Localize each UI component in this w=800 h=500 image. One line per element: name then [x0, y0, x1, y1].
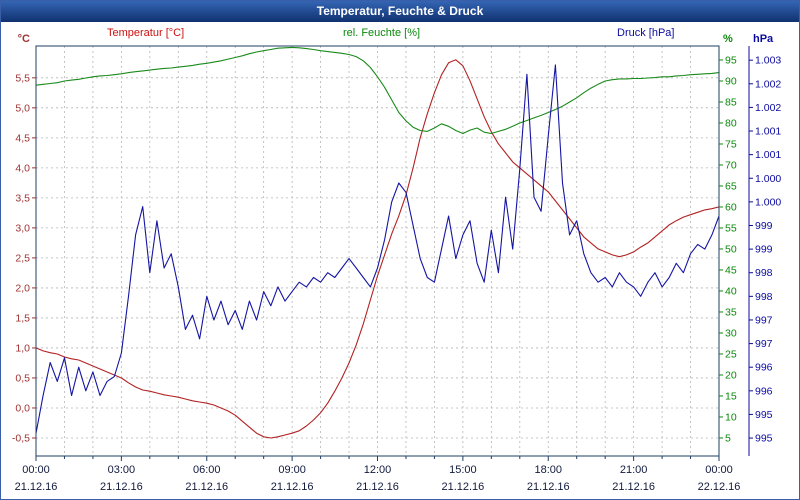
svg-text:996: 996	[755, 362, 773, 374]
svg-text:90: 90	[725, 75, 737, 87]
svg-text:1.000: 1.000	[755, 173, 781, 185]
svg-text:21.12.16: 21.12.16	[527, 481, 570, 493]
svg-text:hPa: hPa	[753, 33, 774, 45]
svg-text:998: 998	[755, 267, 773, 279]
svg-text:1.002: 1.002	[755, 78, 781, 90]
window-title: Temperatur, Feuchte & Druck	[316, 4, 484, 18]
legend-temperature: Temperatur [°C]	[107, 27, 185, 39]
svg-text:999: 999	[755, 220, 773, 232]
svg-text:997: 997	[755, 314, 773, 326]
svg-text:10: 10	[725, 411, 737, 423]
svg-text:85: 85	[725, 96, 737, 108]
svg-text:5,5: 5,5	[15, 72, 30, 84]
svg-text:18:00: 18:00	[534, 464, 562, 476]
svg-text:2,0: 2,0	[15, 282, 30, 294]
svg-text:65: 65	[725, 180, 737, 192]
svg-text:3,0: 3,0	[15, 222, 30, 234]
title-bar: Temperatur, Feuchte & Druck	[1, 1, 799, 22]
svg-text:00:00: 00:00	[22, 464, 50, 476]
svg-text:999: 999	[755, 244, 773, 256]
svg-text:25: 25	[725, 348, 737, 360]
svg-text:75: 75	[725, 138, 737, 150]
svg-text:15:00: 15:00	[449, 464, 477, 476]
svg-text:30: 30	[725, 327, 737, 339]
svg-text:50: 50	[725, 243, 737, 255]
svg-text:21.12.16: 21.12.16	[612, 481, 655, 493]
svg-text:20: 20	[725, 369, 737, 381]
svg-text:40: 40	[725, 285, 737, 297]
legend-humidity: rel. Feuchte [%]	[343, 27, 421, 39]
svg-text:995: 995	[755, 433, 773, 445]
svg-text:0,5: 0,5	[15, 372, 30, 384]
svg-text:95: 95	[725, 54, 737, 66]
svg-text:21:00: 21:00	[620, 464, 648, 476]
svg-text:1.003: 1.003	[755, 55, 781, 67]
svg-text:80: 80	[725, 117, 737, 129]
svg-text:15: 15	[725, 390, 737, 402]
svg-text:12:00: 12:00	[364, 464, 392, 476]
svg-text:4,0: 4,0	[15, 162, 30, 174]
svg-text:0,0: 0,0	[15, 402, 30, 414]
svg-text:5,0: 5,0	[15, 102, 30, 114]
svg-text:°C: °C	[18, 33, 30, 45]
svg-text:%: %	[723, 33, 733, 45]
svg-text:35: 35	[725, 306, 737, 318]
svg-text:22.12.16: 22.12.16	[698, 481, 741, 493]
svg-text:5: 5	[725, 432, 731, 444]
svg-text:21.12.16: 21.12.16	[356, 481, 399, 493]
svg-text:60: 60	[725, 201, 737, 213]
svg-text:09:00: 09:00	[278, 464, 306, 476]
svg-text:06:00: 06:00	[193, 464, 221, 476]
svg-text:1.001: 1.001	[755, 126, 781, 138]
svg-text:55: 55	[725, 222, 737, 234]
svg-text:00:00: 00:00	[705, 464, 733, 476]
svg-text:1,0: 1,0	[15, 342, 30, 354]
legend-pressure: Druck [hPa]	[617, 27, 675, 39]
svg-text:1.002: 1.002	[755, 102, 781, 114]
svg-text:70: 70	[725, 159, 737, 171]
svg-text:03:00: 03:00	[108, 464, 136, 476]
svg-text:995: 995	[755, 409, 773, 421]
svg-text:1.000: 1.000	[755, 196, 781, 208]
svg-text:21.12.16: 21.12.16	[15, 481, 58, 493]
svg-text:1.001: 1.001	[755, 149, 781, 161]
svg-text:21.12.16: 21.12.16	[271, 481, 314, 493]
svg-text:21.12.16: 21.12.16	[100, 481, 143, 493]
svg-text:4,5: 4,5	[15, 132, 30, 144]
svg-text:45: 45	[725, 264, 737, 276]
svg-text:21.12.16: 21.12.16	[441, 481, 484, 493]
svg-text:21.12.16: 21.12.16	[185, 481, 228, 493]
svg-text:996: 996	[755, 385, 773, 397]
svg-text:998: 998	[755, 291, 773, 303]
svg-text:3,5: 3,5	[15, 192, 30, 204]
svg-text:997: 997	[755, 338, 773, 350]
svg-text:1,5: 1,5	[15, 312, 30, 324]
svg-text:-0,5: -0,5	[12, 432, 30, 444]
svg-text:2,5: 2,5	[15, 252, 30, 264]
